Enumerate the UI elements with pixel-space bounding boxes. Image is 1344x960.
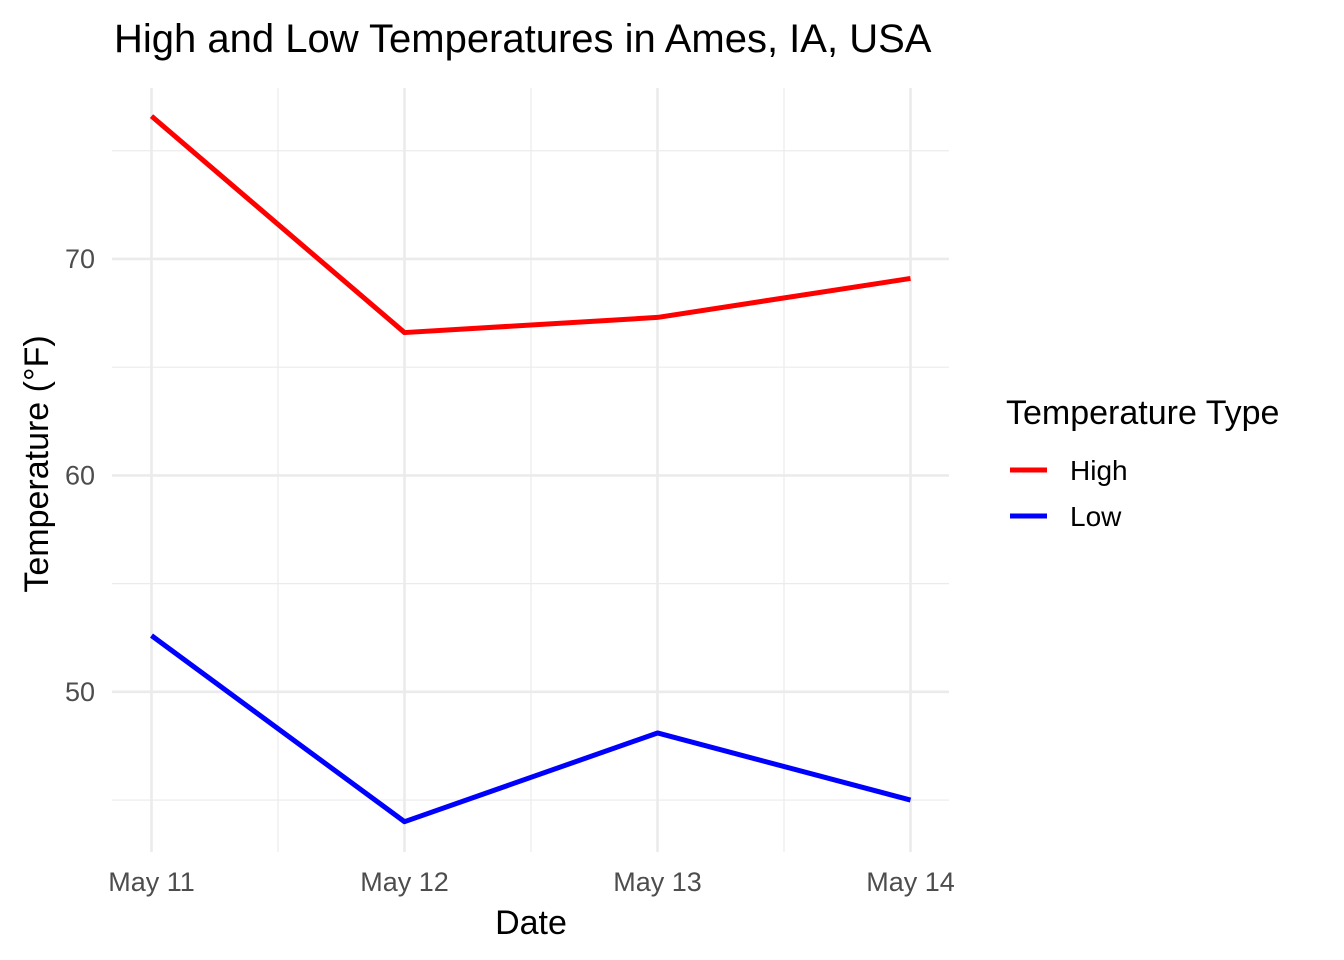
major-gridlines: [112, 88, 949, 852]
y-tick-label: 50: [65, 677, 95, 707]
plot-area: [112, 88, 949, 852]
x-tick-label: May 14: [866, 867, 955, 897]
y-axis-ticks: 50 60 70: [65, 244, 95, 707]
x-axis-ticks: May 11 May 12 May 13 May 14: [108, 867, 955, 897]
y-tick-label: 70: [65, 244, 95, 274]
legend-title: Temperature Type: [1006, 394, 1279, 432]
legend-items: High Low: [1010, 455, 1128, 532]
legend-label-high: High: [1070, 455, 1128, 486]
x-axis-title: Date: [495, 904, 567, 942]
series-line-low: [150, 633, 912, 825]
x-tick-label: May 11: [108, 867, 195, 897]
series-line-high: [149, 114, 911, 336]
x-tick-label: May 13: [613, 867, 702, 897]
x-tick-label: May 12: [360, 867, 449, 897]
y-tick-label: 60: [65, 460, 95, 490]
y-axis-title: Temperature (°F): [18, 335, 56, 592]
minor-gridlines: [112, 88, 949, 852]
legend: Temperature Type High Low: [1006, 394, 1279, 532]
legend-label-low: Low: [1070, 501, 1122, 532]
chart-title: High and Low Temperatures in Ames, IA, U…: [114, 17, 932, 61]
series-lines: [149, 114, 912, 825]
